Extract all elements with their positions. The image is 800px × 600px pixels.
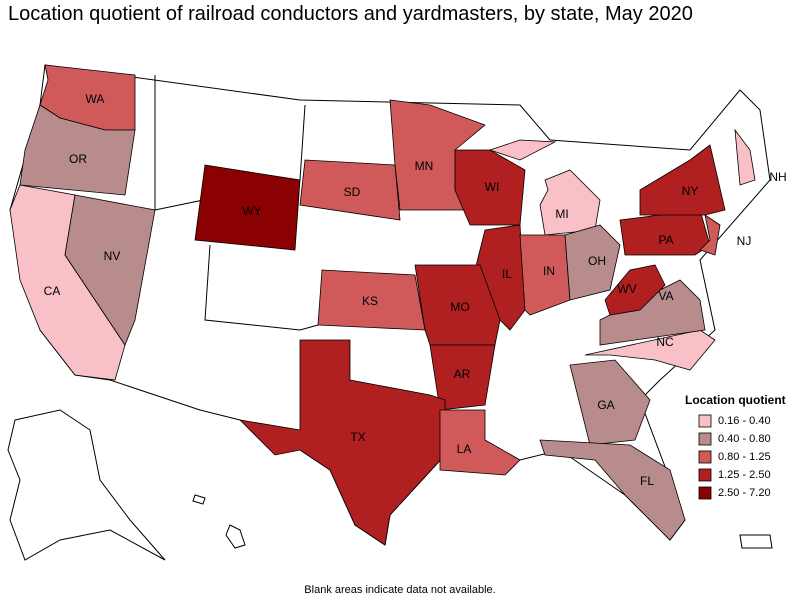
state-label: NY: [682, 184, 699, 198]
legend-title: Location quotient: [685, 393, 786, 407]
state-shape: [604, 264, 666, 316]
state-shape: [238, 339, 446, 546]
legend-swatch: [698, 450, 712, 464]
state-label: MO: [450, 300, 469, 314]
state-shape: [194, 164, 301, 251]
state-label: WI: [485, 180, 500, 194]
state-label: FL: [640, 474, 654, 488]
state-shape: [19, 104, 136, 196]
state-label: LA: [457, 442, 472, 456]
state-label: MN: [415, 159, 434, 173]
legend-label: 0.80 - 1.25: [718, 451, 771, 463]
state-shape: [64, 194, 156, 346]
state-shape: [299, 159, 401, 221]
state-label: NH: [769, 170, 786, 184]
state-shape: [564, 224, 621, 301]
state-label: TX: [350, 430, 365, 444]
state-label: WV: [617, 282, 636, 296]
state-shape: [539, 439, 686, 541]
legend-swatch: [698, 468, 712, 482]
legend-swatch: [698, 432, 712, 446]
state-label: VA: [658, 289, 673, 303]
state-shape: [734, 128, 756, 186]
states: WA OR CA NV WY SD MN WI MI IL IN OH KS MO AR TX LA GA FL NC…: [9, 64, 787, 546]
state-label: IL: [502, 267, 512, 281]
state-shape: [519, 234, 571, 316]
legend-swatch: [698, 414, 712, 428]
state-label: CA: [44, 284, 61, 298]
legend-swatch: [698, 486, 712, 500]
state-shape: [439, 409, 521, 476]
state-label: WY: [242, 204, 261, 218]
state-label: KS: [362, 294, 378, 308]
state-label: NJ: [737, 234, 752, 248]
state-label: SD: [344, 185, 361, 199]
state-shape: [639, 144, 726, 216]
state-label: NV: [104, 249, 121, 263]
state-shape: [488, 139, 557, 161]
state-label: OH: [588, 254, 606, 268]
state-shape: [539, 169, 601, 236]
state-label: NC: [656, 335, 674, 349]
legend: Location quotient 0.16 - 0.40 0.40 - 0.80…: [685, 393, 786, 500]
state-label: MI: [555, 207, 568, 221]
state-shape: [429, 344, 496, 411]
state-label: PA: [658, 233, 673, 247]
state-label: AR: [454, 367, 471, 381]
legend-label: 0.16 - 0.40: [718, 415, 771, 427]
footnote: Blank areas indicate data not available.: [304, 584, 495, 596]
state-shape: [569, 359, 651, 446]
state-shape: [699, 214, 721, 256]
state-label: GA: [597, 398, 614, 412]
legend-label: 1.25 - 2.50: [718, 469, 771, 481]
map-title: Location quotient of railroad conductors…: [8, 3, 693, 25]
legend-label: 2.50 - 7.20: [718, 487, 771, 499]
state-label: OR: [69, 152, 87, 166]
state-label: IN: [543, 264, 555, 278]
state-label: WA: [86, 92, 105, 106]
legend-label: 0.40 - 0.80: [718, 433, 771, 445]
